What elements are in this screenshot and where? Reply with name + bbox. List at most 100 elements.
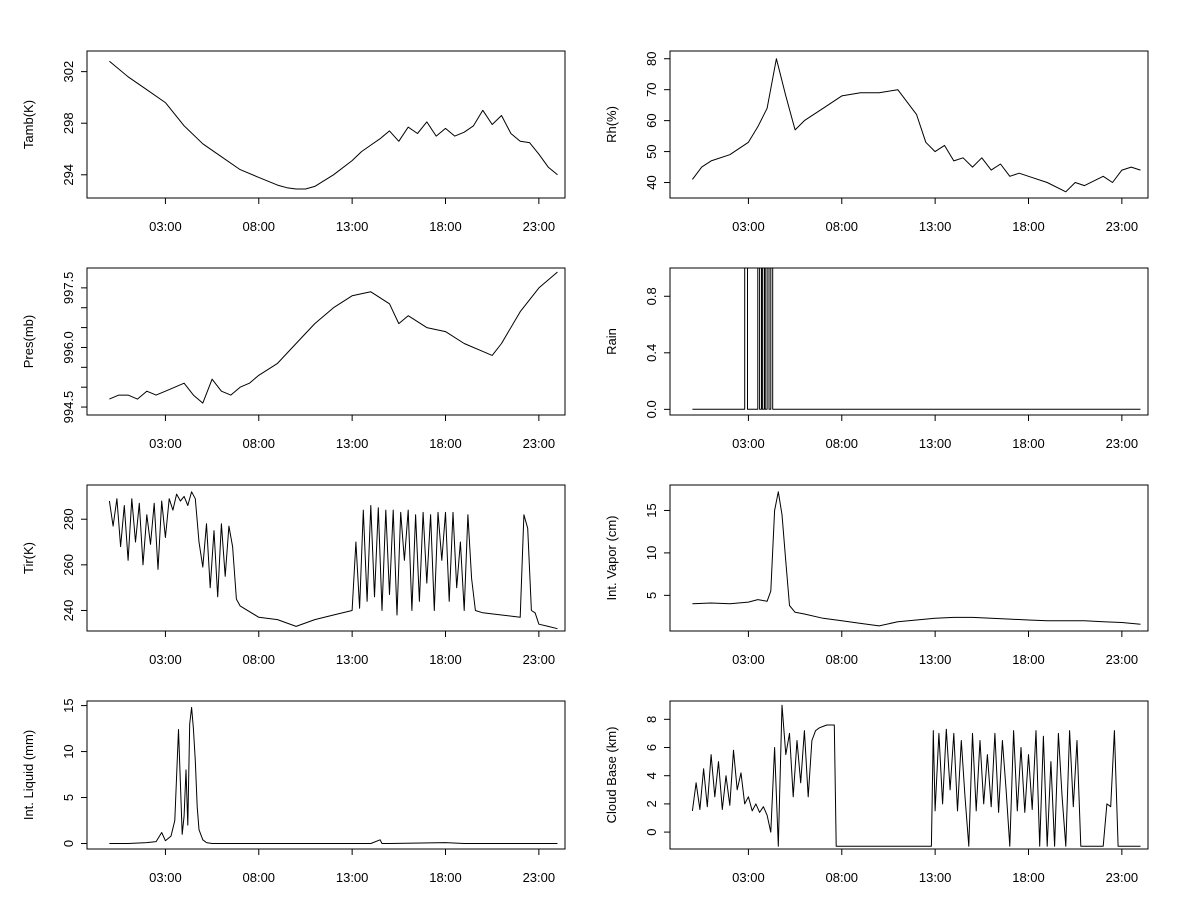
x-tick-label: 08:00 <box>243 219 276 234</box>
y-tick-label: 260 <box>61 554 76 576</box>
x-tick-label: 18:00 <box>1012 219 1045 234</box>
x-tick-label: 08:00 <box>243 652 276 667</box>
x-tick-label: 08:00 <box>826 219 859 234</box>
y-tick-label: 6 <box>644 744 659 751</box>
panel-int-liquid: 03:00 08:00 13:00 18:00 23:00 0 5 10 15 Int. Liqu… <box>21 698 566 885</box>
y-axis-label: Cloud Base (km) <box>604 727 619 824</box>
x-tick-label: 13:00 <box>919 652 952 667</box>
x-tick-label: 18:00 <box>429 870 462 885</box>
y-tick-label: 4 <box>644 772 659 779</box>
x-tick-label: 13:00 <box>919 870 952 885</box>
y-tick-label: 294 <box>61 164 76 186</box>
y-axis-label: Tamb(K) <box>21 100 36 149</box>
y-tick-label: 997.5 <box>61 272 76 305</box>
y-tick-label: 5 <box>61 794 76 801</box>
x-tick-label: 23:00 <box>1106 219 1139 234</box>
x-tick-label: 13:00 <box>919 219 952 234</box>
y-tick-label: 10 <box>644 546 659 560</box>
y-tick-label: 298 <box>61 112 76 134</box>
y-tick-label: 302 <box>61 61 76 83</box>
x-tick-label: 08:00 <box>826 870 859 885</box>
x-tick-label: 03:00 <box>732 652 765 667</box>
y-tick-label: 10 <box>61 744 76 758</box>
x-tick-label: 18:00 <box>429 219 462 234</box>
panel-int-vapor: 03:00 08:00 13:00 18:00 23:00 5 10 15 Int. Vapor… <box>604 484 1149 667</box>
y-tick-label: 50 <box>644 144 659 158</box>
plot-frame <box>86 50 566 199</box>
series-line-tamb <box>109 60 558 190</box>
plot-frame <box>669 700 1149 850</box>
x-tick-label: 18:00 <box>1012 652 1045 667</box>
y-tick-label: 15 <box>61 698 76 712</box>
y-tick-label: 80 <box>644 52 659 66</box>
x-tick-label: 13:00 <box>919 436 952 451</box>
x-tick-label: 03:00 <box>732 436 765 451</box>
plot-frame <box>86 267 566 416</box>
panel-rh: 03:00 08:00 13:00 18:00 23:00 40 50 60 70 80 Rh(%) <box>604 50 1149 234</box>
x-tick-label: 03:00 <box>149 219 182 234</box>
y-tick-label: 280 <box>61 508 76 530</box>
y-axis-label: Pres(mb) <box>21 315 36 368</box>
y-tick-label: 0 <box>644 828 659 835</box>
x-tick-label: 13:00 <box>336 652 369 667</box>
y-axis-label: Rain <box>604 328 619 355</box>
series-line-cloud-base <box>691 704 1141 847</box>
panel-rain: 03:00 08:00 13:00 18:00 23:00 0.0 0.4 0.8 Rain <box>604 267 1149 451</box>
x-tick-label: 03:00 <box>149 436 182 451</box>
x-tick-label: 18:00 <box>429 436 462 451</box>
series-line-tir <box>108 491 558 630</box>
y-tick-label: 15 <box>644 503 659 517</box>
series-line-rain <box>692 267 1141 410</box>
y-axis-label: Int. Vapor (cm) <box>604 515 619 600</box>
panel-tamb: 03:00 08:00 13:00 18:00 23:00 294 298 302 Tamb(K… <box>21 50 566 234</box>
x-tick-label: 03:00 <box>732 870 765 885</box>
y-tick-label: 5 <box>644 592 659 599</box>
y-tick-label: 994.5 <box>61 391 76 424</box>
x-tick-label: 03:00 <box>732 219 765 234</box>
y-tick-label: 40 <box>644 175 659 189</box>
y-tick-label: 996.0 <box>61 331 76 364</box>
series-line-rh <box>692 58 1141 193</box>
y-tick-label: 0.8 <box>644 287 659 305</box>
x-tick-label: 13:00 <box>336 870 369 885</box>
y-tick-label: 0.0 <box>644 400 659 418</box>
y-axis-label: Rh(%) <box>604 106 619 143</box>
series-line-int-liquid <box>109 706 558 844</box>
x-tick-label: 08:00 <box>243 870 276 885</box>
x-tick-label: 08:00 <box>826 652 859 667</box>
panel-cloud-base: 03:00 08:00 13:00 18:00 23:00 0 2 4 6 8 Cloud Base… <box>604 700 1149 885</box>
x-tick-label: 23:00 <box>523 436 556 451</box>
plot-frame <box>86 484 566 632</box>
y-tick-label: 0 <box>61 840 76 847</box>
plot-frame <box>669 267 1149 416</box>
x-tick-label: 23:00 <box>1106 652 1139 667</box>
plot-frame <box>669 50 1149 199</box>
x-tick-label: 03:00 <box>149 652 182 667</box>
x-tick-label: 13:00 <box>336 436 369 451</box>
series-line-int-vapor <box>692 491 1141 627</box>
y-tick-label: 8 <box>644 716 659 723</box>
x-tick-label: 23:00 <box>523 652 556 667</box>
x-tick-label: 03:00 <box>149 870 182 885</box>
x-tick-label: 18:00 <box>429 652 462 667</box>
x-tick-label: 23:00 <box>1106 436 1139 451</box>
plot-frame <box>669 484 1149 632</box>
y-tick-label: 70 <box>644 82 659 96</box>
y-axis-label: Tir(K) <box>21 542 36 574</box>
x-tick-label: 23:00 <box>523 870 556 885</box>
panel-pres: 03:00 08:00 13:00 18:00 23:00 994.5 996.0 997.5… <box>21 267 566 451</box>
x-tick-label: 13:00 <box>336 219 369 234</box>
x-tick-label: 08:00 <box>826 436 859 451</box>
x-tick-label: 18:00 <box>1012 870 1045 885</box>
y-tick-label: 240 <box>61 600 76 622</box>
y-tick-label: 2 <box>644 800 659 807</box>
series-line-pres <box>109 271 558 404</box>
y-tick-label: 0.4 <box>644 344 659 362</box>
y-tick-label: 60 <box>644 113 659 127</box>
x-tick-label: 23:00 <box>523 219 556 234</box>
x-tick-label: 08:00 <box>243 436 276 451</box>
x-tick-label: 18:00 <box>1012 436 1045 451</box>
x-tick-label: 23:00 <box>1106 870 1139 885</box>
y-axis-label: Int. Liquid (mm) <box>21 730 36 820</box>
